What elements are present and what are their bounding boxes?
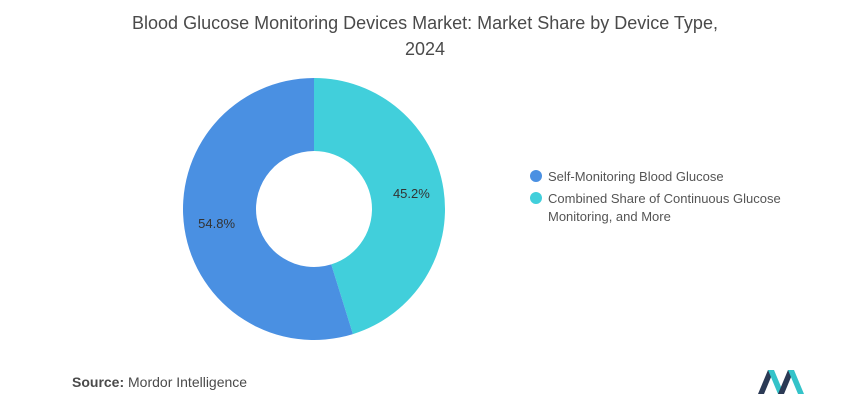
source-note: Source: Mordor Intelligence [72,374,247,390]
legend-label-self-monitoring: Self-Monitoring Blood Glucose [548,169,724,184]
source-label: Source: [72,374,125,390]
donut-chart: 45.2% 54.8% [183,78,446,340]
chart-title-line-2: 2024 [404,39,446,59]
legend-item-combined-share: Combined Share of Continuous Glucose Mon… [530,190,820,226]
chart-legend: Self-Monitoring Blood Glucose Combined S… [530,168,820,230]
logo-right-stroke-2 [788,370,804,394]
logo-right-stroke-1 [778,370,794,394]
chart-title-line-1: Blood Glucose Monitoring Devices Market:… [132,13,718,33]
chart-title: Blood Glucose Monitoring Devices Market:… [120,10,730,62]
slice-combined-share [314,78,446,335]
slice-self-monitoring [183,78,353,340]
data-label-combined-share: 45.2% [393,186,430,201]
legend-swatch-self-monitoring [530,170,542,182]
data-label-self-monitoring: 54.8% [198,216,235,231]
mordor-intelligence-logo [758,370,804,394]
logo-middle-stroke [768,370,784,394]
legend-label-combined-share: Combined Share of Continuous Glucose Mon… [548,191,781,224]
legend-swatch-combined-share [530,192,542,204]
source-text: Mordor Intelligence [128,374,248,390]
legend-item-self-monitoring: Self-Monitoring Blood Glucose [530,168,820,186]
logo-left-stroke [758,370,774,394]
